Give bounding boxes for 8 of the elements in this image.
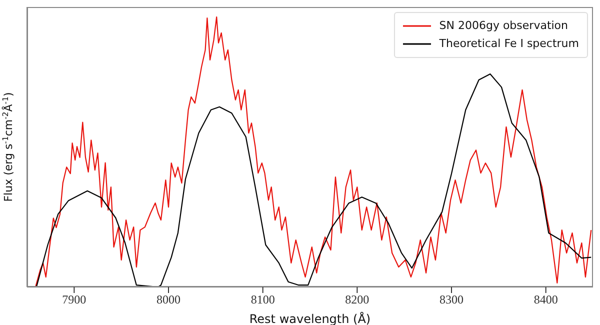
x-tick-label: 7900	[62, 292, 86, 307]
legend-label: Theoretical Fe I spectrum	[439, 36, 579, 52]
x-tick-label: 8200	[345, 292, 370, 307]
x-tick-label: 8400	[534, 292, 558, 307]
x-tick-label: 8100	[250, 292, 275, 307]
x-tick-label: 8000	[156, 292, 180, 307]
legend-label: SN 2006gy observation	[439, 18, 568, 34]
x-tick-label: 8300	[440, 292, 464, 307]
